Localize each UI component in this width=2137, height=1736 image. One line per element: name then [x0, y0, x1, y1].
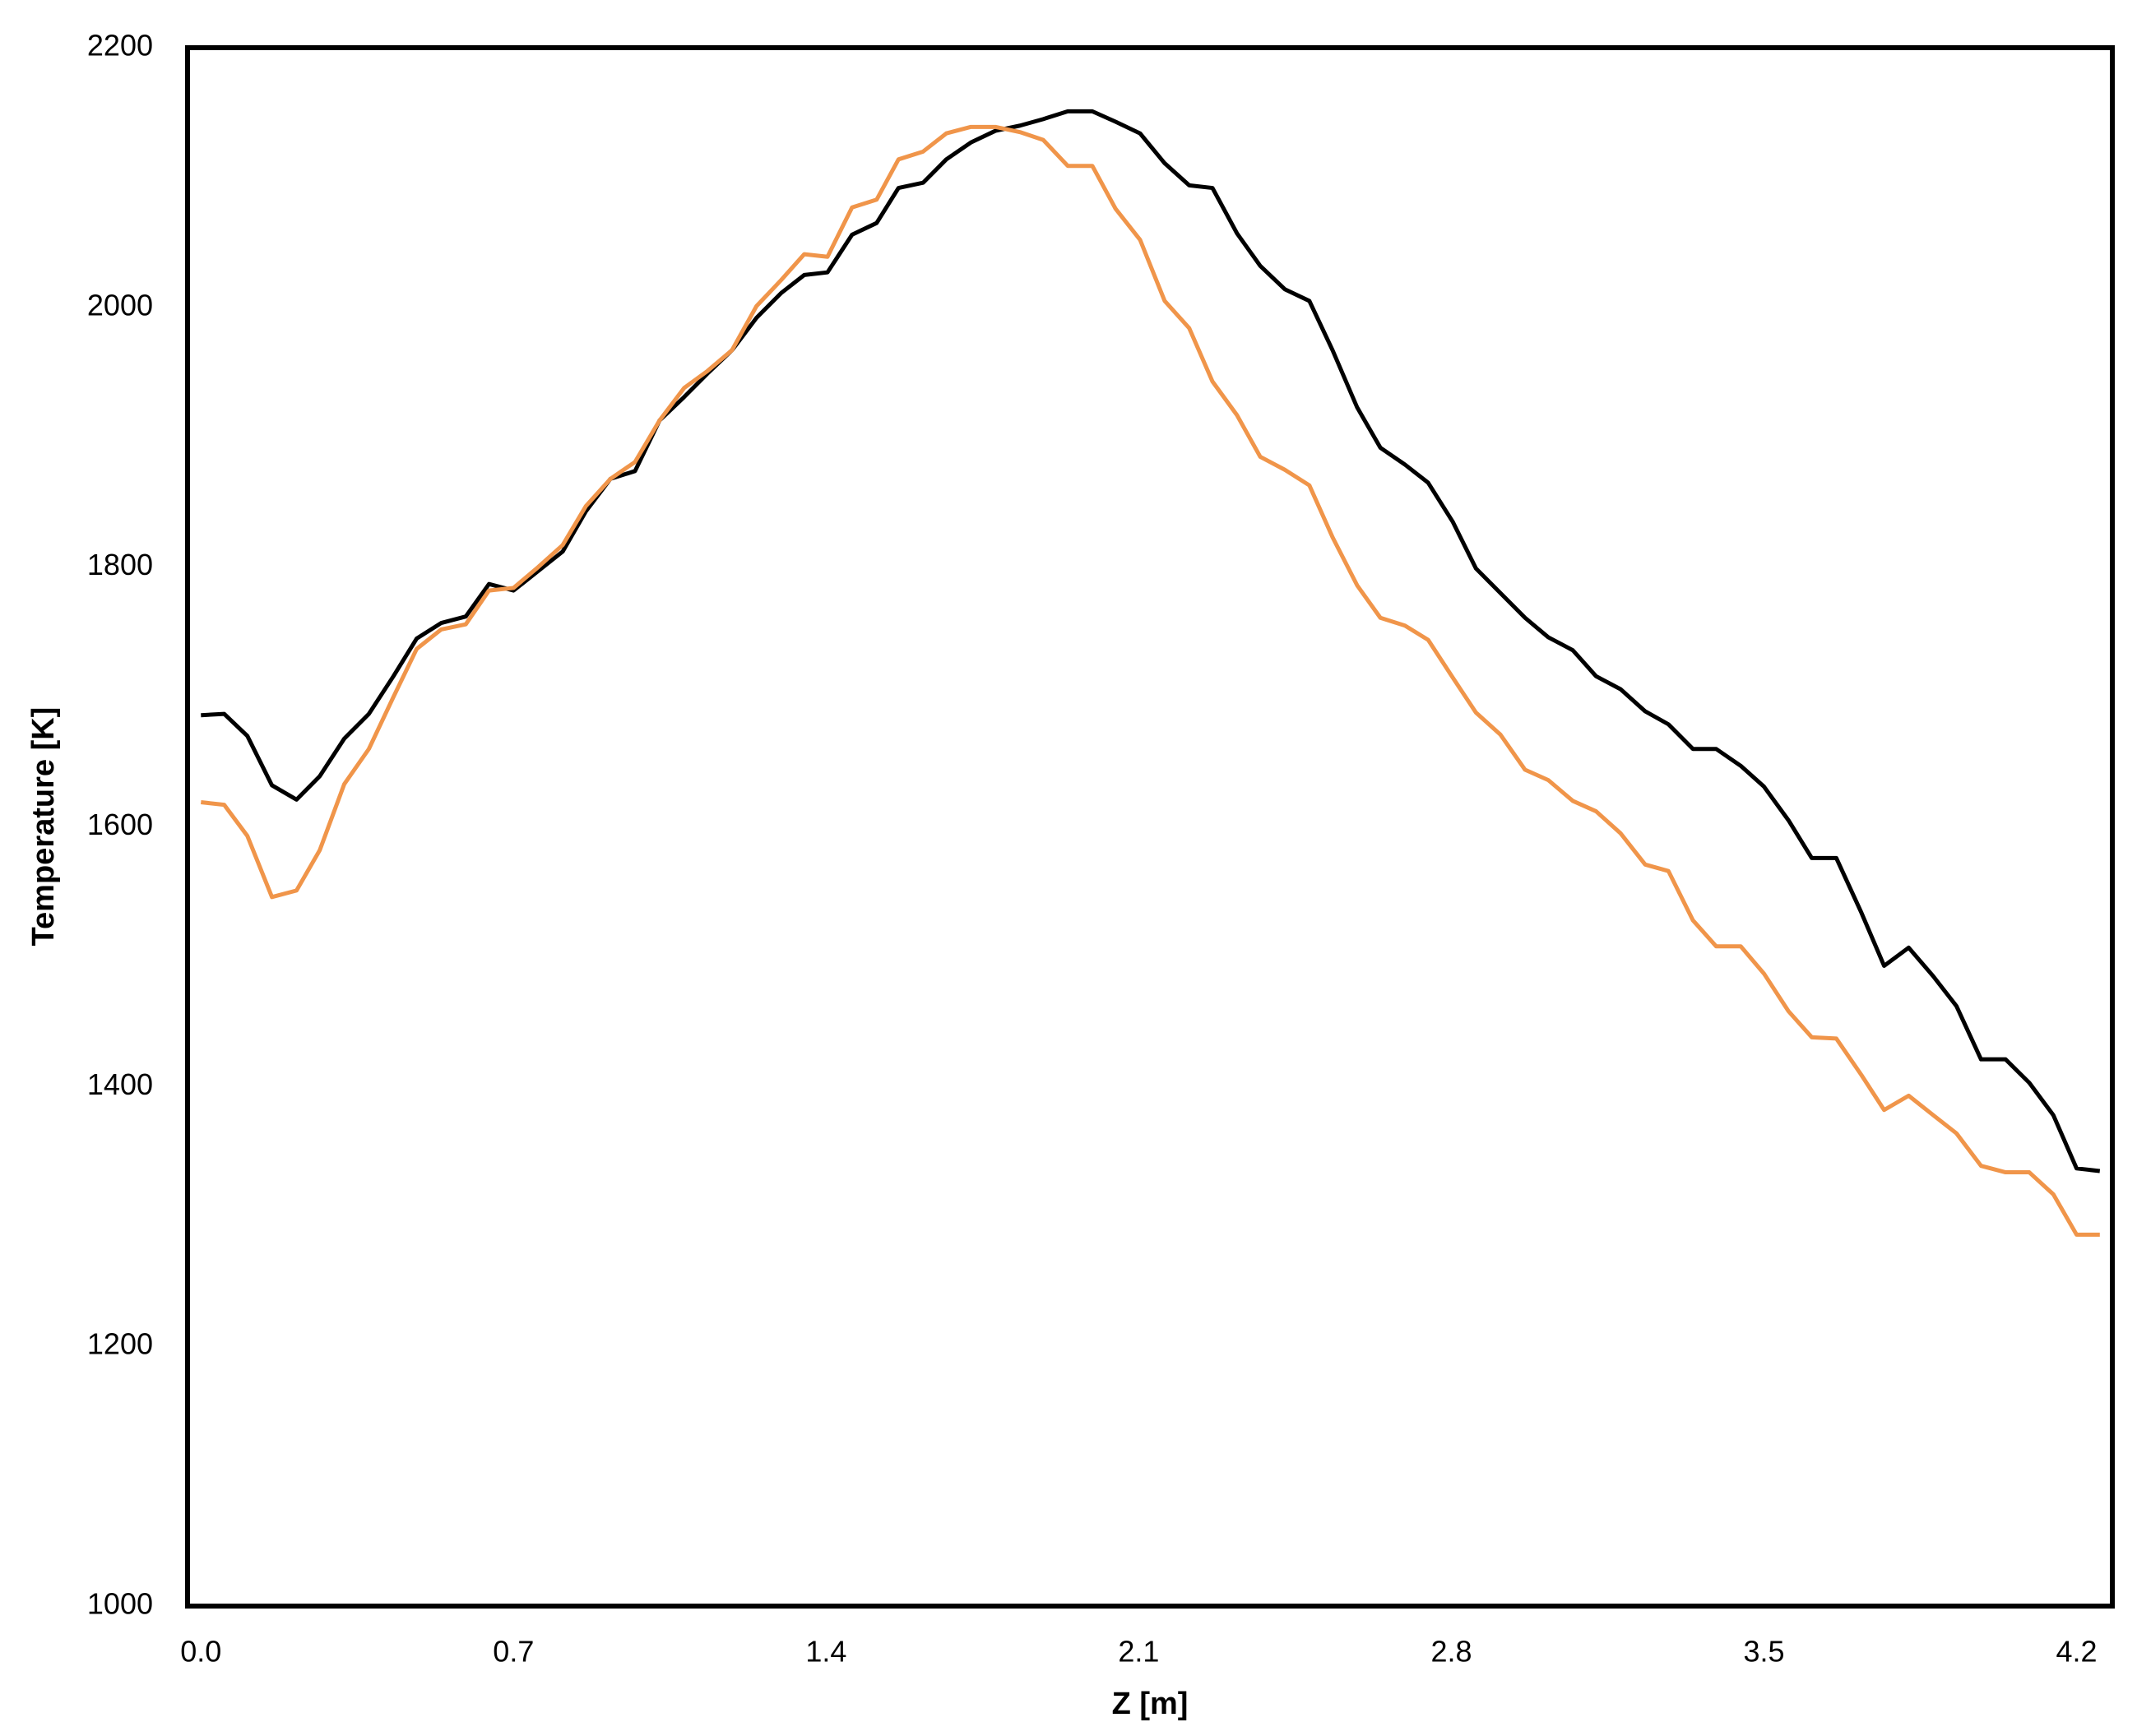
y-tick-label: 2200: [87, 29, 153, 62]
y-tick-label: 1200: [87, 1327, 153, 1361]
x-tick-label: 1.4: [805, 1635, 846, 1669]
x-axis-title: Z [m]: [1112, 1687, 1189, 1721]
x-tick-label: 2.8: [1430, 1635, 1472, 1669]
y-tick-label: 1400: [87, 1067, 153, 1101]
y-tick-label: 1800: [87, 548, 153, 581]
x-tick-label: 0.7: [493, 1635, 534, 1669]
x-tick-label: 2.1: [1118, 1635, 1159, 1669]
y-tick-label: 1000: [87, 1587, 153, 1621]
y-axis-title: Temperature [K]: [26, 707, 61, 947]
line: [201, 109, 2101, 1174]
x-tick-label: 4.2: [2056, 1635, 2098, 1669]
line: [201, 124, 2100, 1237]
plot-frame: [185, 45, 2115, 1609]
x-tick-label: 0.0: [180, 1635, 221, 1669]
y-tick-label: 2000: [87, 288, 153, 322]
y-tick-label: 1600: [87, 808, 153, 841]
x-tick-label: 3.5: [1743, 1635, 1784, 1669]
